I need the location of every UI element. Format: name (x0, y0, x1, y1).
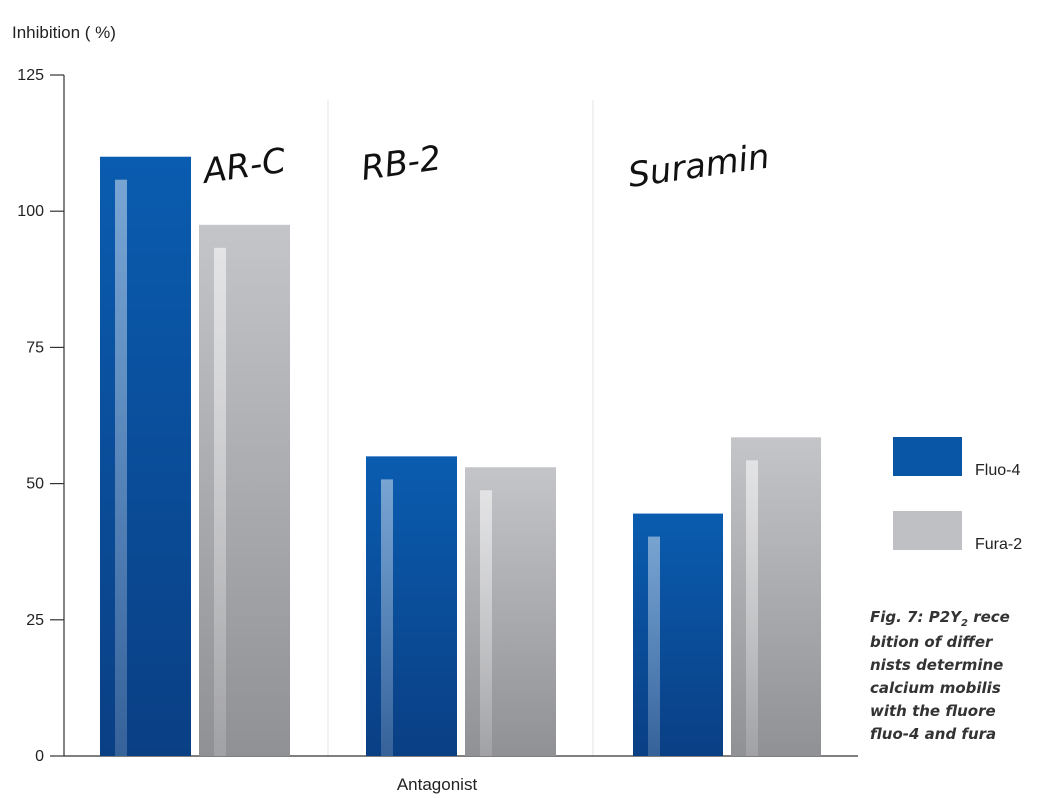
bar-fura-2-suramin (731, 437, 821, 756)
bar-fluo-4-suramin (633, 513, 723, 756)
bar-fluo-4-ar-c (100, 156, 191, 757)
bar-fura-2-ar-c (199, 224, 290, 756)
bar-highlight (480, 490, 492, 756)
y-axis-title: Inhibition ( %) (12, 23, 116, 42)
bar-highlight (214, 247, 226, 756)
figure-caption: Fig. 7: P2Y2 rece bition of differ nists… (870, 606, 1039, 746)
bar-highlight (648, 536, 660, 756)
legend-swatch-fura-2 (893, 511, 962, 550)
category-label-suramin: Suramin (626, 137, 772, 196)
caption-line-2: bition of differ (870, 633, 993, 651)
bar-highlight (115, 179, 127, 757)
bar-fluo-4-rb-2 (366, 456, 457, 756)
caption-line-5: with the fluore (870, 702, 996, 720)
legend-label-fluo-4: Fluo-4 (975, 462, 1020, 479)
bar-fura-2-rb-2 (465, 467, 556, 756)
legend-swatch-fluo-4 (893, 437, 962, 476)
bars (100, 156, 821, 757)
category-labels: AR-C RB-2 Suramin (199, 137, 772, 196)
y-tick-label: 75 (26, 339, 44, 356)
bar-highlight (746, 460, 758, 756)
category-label-rb-2: RB-2 (359, 138, 444, 189)
y-tick-label: 100 (17, 203, 44, 220)
caption-line-4: calcium mobilis (870, 679, 1001, 697)
caption-line-1: Fig. 7: P2Y2 rece (870, 608, 1010, 629)
x-axis-title: Antagonist (397, 775, 478, 794)
y-ticks: 0 25 50 75 100 125 (17, 67, 64, 765)
category-label-ar-c: AR-C (199, 141, 289, 192)
category-dividers (327, 100, 594, 756)
y-tick-label: 125 (17, 67, 44, 84)
caption-line-6: fluo-4 and fura (870, 725, 997, 743)
y-tick-label: 0 (35, 748, 44, 765)
y-tick-label: 50 (26, 476, 44, 493)
legend: Fluo-4 Fura-2 (893, 437, 1022, 553)
legend-label-fura-2: Fura-2 (975, 536, 1022, 553)
y-tick-label: 25 (26, 612, 44, 629)
bar-highlight (381, 479, 393, 756)
caption-line-3: nists determine (870, 656, 1004, 674)
